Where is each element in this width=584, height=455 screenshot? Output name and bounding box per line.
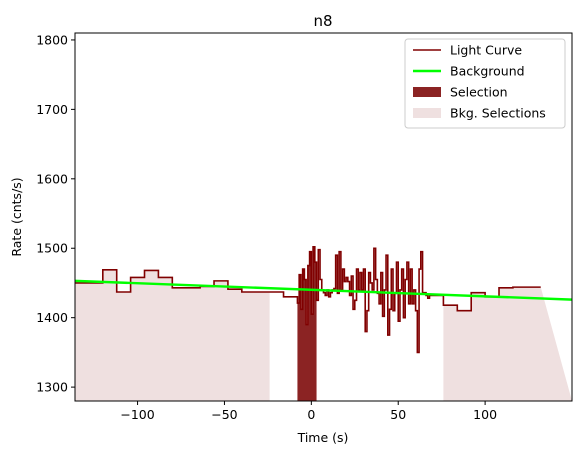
background-fit-line (74, 279, 573, 301)
selection-region (297, 246, 317, 401)
legend: Light Curve Background Selection Bkg. Selec… (404, 38, 566, 129)
legend-label: Bkg. Selections (450, 106, 546, 121)
legend-box (404, 38, 566, 129)
selection-layer (297, 246, 317, 401)
x-tick-label: 100 (473, 407, 497, 422)
x-axis-ticks: −100 −50 0 50 100 (120, 401, 497, 422)
y-tick-label: 1600 (36, 171, 68, 186)
bkg-selection-region (75, 269, 270, 401)
bkg-selections-layer (75, 269, 572, 401)
light-curve-line (75, 246, 541, 354)
x-tick-label: −100 (120, 407, 154, 422)
y-tick-label: 1700 (36, 102, 68, 117)
x-tick-label: 50 (390, 407, 406, 422)
bkg-selection-region (443, 287, 572, 401)
y-axis-ticks: 1300 1400 1500 1600 1700 1800 (36, 32, 75, 395)
x-tick-label: 0 (307, 407, 315, 422)
legend-label: Light Curve (450, 43, 522, 58)
y-tick-label: 1500 (36, 241, 68, 256)
y-tick-label: 1300 (36, 380, 68, 395)
x-axis-label: Time (s) (297, 430, 349, 445)
legend-swatch (413, 87, 441, 97)
x-tick-label: −50 (211, 407, 237, 422)
y-tick-label: 1400 (36, 310, 68, 325)
y-axis-label: Rate (cnts/s) (9, 177, 24, 256)
legend-label: Background (450, 64, 525, 79)
background-fit-layer (74, 279, 573, 301)
y-tick-label: 1800 (36, 32, 68, 47)
plot-frame (74, 32, 573, 402)
light-curve-layer (75, 246, 541, 354)
chart-title: n8 (313, 12, 332, 30)
legend-swatch (413, 108, 441, 118)
legend-label: Selection (450, 85, 508, 100)
